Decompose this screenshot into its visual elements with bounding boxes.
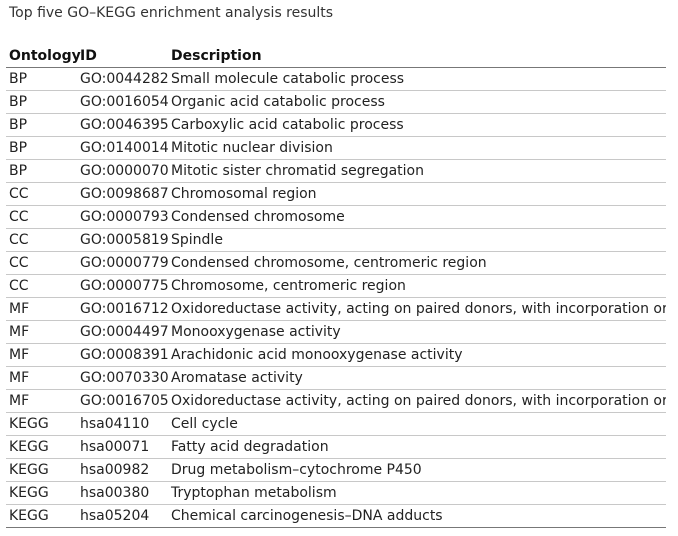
id-cell: GO:0000793	[77, 205, 168, 229]
id-cell: hsa00982	[77, 458, 168, 482]
table-header: Ontology ID Description	[6, 45, 666, 68]
table-row: MF GO:0016705 Oxidoreductase activity, act…	[6, 389, 666, 413]
id-cell: GO:0000775	[77, 274, 168, 298]
ontology-cell: BP	[6, 136, 77, 160]
id-cell: hsa04110	[77, 412, 168, 436]
id-cell: GO:0000779	[77, 251, 168, 275]
enrichment-table-container: Ontology ID Description BP GO:0044282 Smal…	[6, 45, 666, 528]
ontology-cell: BP	[6, 159, 77, 183]
description-cell: Oxidoreductase activity, acting on paire…	[168, 297, 666, 321]
header-row: Ontology ID Description	[6, 45, 666, 68]
table-body: BP GO:0044282 Small molecule catabolic pro…	[6, 67, 666, 528]
id-cell: GO:0016705	[77, 389, 168, 413]
table-row: KEGG hsa05204 Chemical carcinogenesis–DNA …	[6, 504, 666, 528]
description-cell: Fatty acid degradation	[168, 435, 666, 459]
id-cell: GO:0016054	[77, 90, 168, 114]
table-row: CC GO:0005819 Spindle	[6, 228, 666, 252]
table-row: CC GO:0000793 Condensed chromosome	[6, 205, 666, 229]
ontology-cell: KEGG	[6, 435, 77, 459]
table-row: MF GO:0008391 Arachidonic acid monooxygena…	[6, 343, 666, 367]
description-cell: Aromatase activity	[168, 366, 666, 390]
table-row: MF GO:0016712 Oxidoreductase activity, act…	[6, 297, 666, 321]
ontology-cell: CC	[6, 205, 77, 229]
id-cell: hsa00071	[77, 435, 168, 459]
id-cell: GO:0008391	[77, 343, 168, 367]
id-cell: GO:0044282	[77, 67, 168, 91]
ontology-cell: CC	[6, 274, 77, 298]
description-cell: Chromosome, centromeric region	[168, 274, 666, 298]
ontology-cell: MF	[6, 366, 77, 390]
enrichment-table: Ontology ID Description BP GO:0044282 Smal…	[6, 45, 666, 528]
table-row: BP GO:0140014 Mitotic nuclear division	[6, 136, 666, 160]
ontology-cell: BP	[6, 113, 77, 137]
id-cell: hsa05204	[77, 504, 168, 528]
table-row: MF GO:0070330 Aromatase activity	[6, 366, 666, 390]
table-row: BP GO:0046395 Carboxylic acid catabolic pr…	[6, 113, 666, 137]
ontology-cell: CC	[6, 228, 77, 252]
table-row: CC GO:0000779 Condensed chromosome, centro…	[6, 251, 666, 275]
id-cell: GO:0098687	[77, 182, 168, 206]
table-row: BP GO:0044282 Small molecule catabolic pro…	[6, 67, 666, 91]
id-cell: GO:0140014	[77, 136, 168, 160]
description-cell: Arachidonic acid monooxygenase activity	[168, 343, 666, 367]
table-row: KEGG hsa00380 Tryptophan metabolism	[6, 481, 666, 505]
table-row: CC GO:0098687 Chromosomal region	[6, 182, 666, 206]
description-cell: Oxidoreductase activity, acting on paire…	[168, 389, 666, 413]
table-row: BP GO:0000070 Mitotic sister chromatid seg…	[6, 159, 666, 183]
header-ontology: Ontology	[6, 45, 81, 68]
table-row: CC GO:0000775 Chromosome, centromeric regi…	[6, 274, 666, 298]
description-cell: Mitotic sister chromatid segregation	[168, 159, 666, 183]
table-row: KEGG hsa00071 Fatty acid degradation	[6, 435, 666, 459]
ontology-cell: CC	[6, 182, 77, 206]
description-cell: Monooxygenase activity	[168, 320, 666, 344]
description-cell: Mitotic nuclear division	[168, 136, 666, 160]
id-cell: GO:0070330	[77, 366, 168, 390]
ontology-cell: KEGG	[6, 481, 77, 505]
ontology-cell: MF	[6, 343, 77, 367]
description-cell: Chemical carcinogenesis–DNA adducts	[168, 504, 666, 528]
description-cell: Drug metabolism–cytochrome P450	[168, 458, 666, 482]
id-cell: GO:0005819	[77, 228, 168, 252]
table-caption: Top five GO–KEGG enrichment analysis res…	[9, 5, 334, 21]
id-cell: GO:0004497	[77, 320, 168, 344]
id-cell: GO:0046395	[77, 113, 168, 137]
description-cell: Chromosomal region	[168, 182, 666, 206]
ontology-cell: MF	[6, 297, 77, 321]
ontology-cell: MF	[6, 389, 77, 413]
ontology-cell: KEGG	[6, 504, 77, 528]
description-cell: Spindle	[168, 228, 666, 252]
description-cell: Tryptophan metabolism	[168, 481, 666, 505]
table-row: KEGG hsa04110 Cell cycle	[6, 412, 666, 436]
id-cell: hsa00380	[77, 481, 168, 505]
header-description: Description	[168, 45, 666, 68]
description-cell: Small molecule catabolic process	[168, 67, 666, 91]
description-cell: Condensed chromosome, centromeric region	[168, 251, 666, 275]
table-row: KEGG hsa00982 Drug metabolism–cytochrome P…	[6, 458, 666, 482]
description-cell: Carboxylic acid catabolic process	[168, 113, 666, 137]
table-row: MF GO:0004497 Monooxygenase activity	[6, 320, 666, 344]
table-row: BP GO:0016054 Organic acid catabolic proce…	[6, 90, 666, 114]
description-cell: Organic acid catabolic process	[168, 90, 666, 114]
ontology-cell: CC	[6, 251, 77, 275]
ontology-cell: MF	[6, 320, 77, 344]
header-id: ID	[77, 45, 168, 68]
ontology-cell: BP	[6, 90, 77, 114]
ontology-cell: KEGG	[6, 458, 77, 482]
ontology-cell: BP	[6, 67, 77, 91]
ontology-cell: KEGG	[6, 412, 77, 436]
id-cell: GO:0000070	[77, 159, 168, 183]
description-cell: Cell cycle	[168, 412, 666, 436]
id-cell: GO:0016712	[77, 297, 168, 321]
description-cell: Condensed chromosome	[168, 205, 666, 229]
